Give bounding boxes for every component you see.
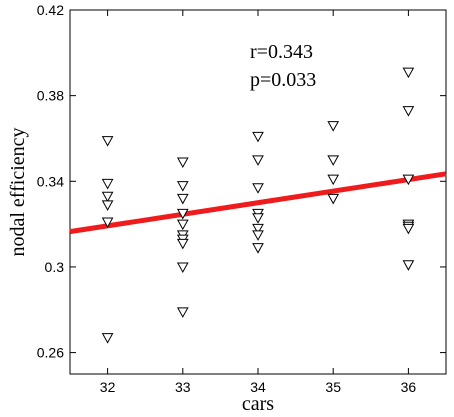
data-point <box>176 181 189 192</box>
x-tick-label: 36 <box>401 379 417 395</box>
data-point <box>101 178 114 190</box>
data-point <box>252 230 264 241</box>
data-point <box>101 136 114 147</box>
data-point <box>327 155 340 166</box>
regression-line <box>69 171 447 235</box>
regression-line-group <box>69 171 447 235</box>
data-point <box>176 193 189 205</box>
data-point <box>101 217 114 229</box>
data-point <box>402 106 415 117</box>
data-points <box>101 67 415 344</box>
x-axis-title: cars <box>242 393 274 415</box>
annotation-r: r=0.343 <box>250 41 313 63</box>
y-axis-title: nodal efficiency <box>7 127 29 256</box>
data-point <box>176 219 189 231</box>
data-point <box>402 67 415 79</box>
data-point <box>402 223 415 235</box>
y-tick-label: 0.42 <box>37 2 64 18</box>
data-point <box>252 243 264 254</box>
y-tick-label: 0.38 <box>37 88 64 104</box>
data-point <box>176 307 189 318</box>
data-point <box>327 121 340 132</box>
x-tick-label: 35 <box>325 379 341 395</box>
x-tick-label: 32 <box>100 379 116 395</box>
annotation-p: p=0.033 <box>250 69 316 91</box>
data-point <box>402 260 415 271</box>
data-point <box>327 193 340 205</box>
x-tick-label: 33 <box>175 379 191 395</box>
data-point <box>176 238 189 250</box>
x-axis-ticks: 32 33 34 35 36 <box>100 10 417 395</box>
y-tick-label: 0.34 <box>37 173 64 189</box>
data-point <box>327 174 340 186</box>
data-point <box>252 213 264 224</box>
x-tick-label: 34 <box>250 379 266 395</box>
data-point <box>402 174 415 186</box>
data-point <box>101 191 114 203</box>
data-point <box>101 200 114 211</box>
data-point <box>252 223 264 235</box>
data-point <box>252 155 264 166</box>
data-point <box>252 131 264 143</box>
y-tick-label: 0.3 <box>45 259 65 275</box>
data-point <box>176 208 189 220</box>
data-point <box>176 262 189 273</box>
data-point <box>176 157 189 169</box>
data-point <box>101 333 114 344</box>
y-axis-ticks: 0.26 0.3 0.34 0.38 0.42 <box>37 2 446 361</box>
y-tick-label: 0.26 <box>37 345 64 361</box>
data-point <box>252 183 264 194</box>
